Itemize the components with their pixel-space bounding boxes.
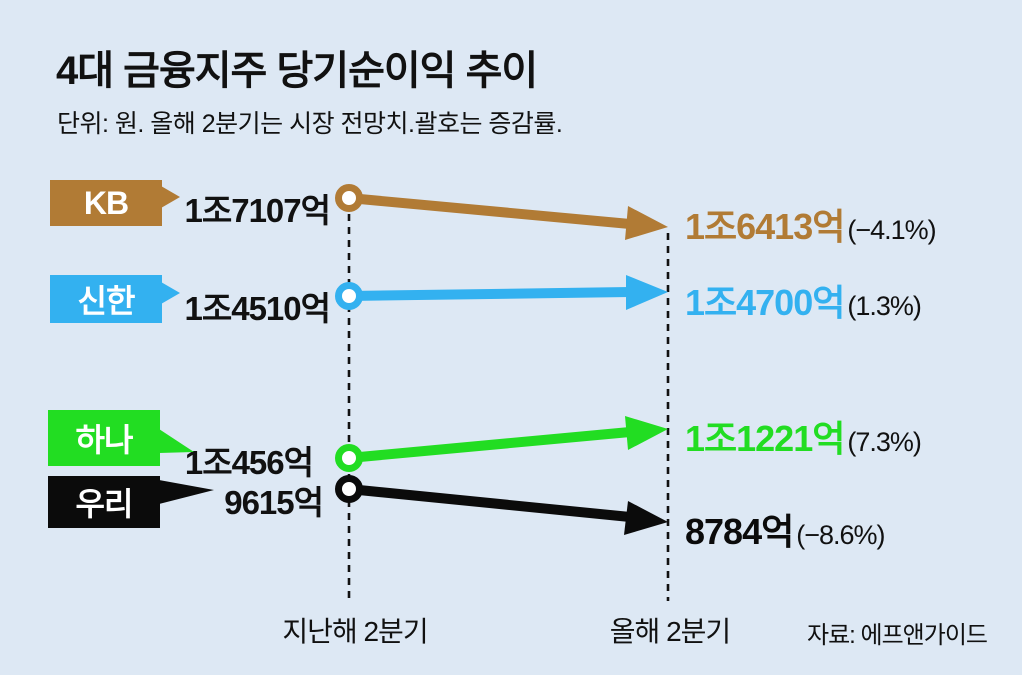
kb-prev-value: 1조7107억 bbox=[184, 192, 331, 229]
shinhan-chip-pointer bbox=[161, 282, 180, 304]
legend-chip-kb: KB bbox=[50, 180, 162, 226]
hana-change-pct: (7.3%) bbox=[847, 427, 922, 457]
source-credit: 자료: 에프앤가이드 bbox=[807, 622, 988, 649]
shinhan-start-marker bbox=[335, 282, 363, 310]
woori-result: 8784억 (−8.6%) bbox=[685, 503, 886, 555]
woori-prev-value: 9615억 bbox=[224, 484, 324, 521]
legend-chip-shinhan-label: 신한 bbox=[77, 283, 136, 319]
shinhan-change-pct: (1.3%) bbox=[847, 291, 922, 321]
kb-trend-arrow-head bbox=[625, 206, 668, 240]
kb-start-marker bbox=[335, 184, 363, 212]
hana-trend-arrow-shaft bbox=[348, 427, 631, 463]
axis-label-current-quarter: 올해 2분기 bbox=[609, 616, 731, 647]
legend-chip-shinhan: 신한 bbox=[50, 275, 162, 323]
legend-chip-kb-label: KB bbox=[83, 184, 129, 221]
legend-chip-woori: 우리 bbox=[48, 476, 160, 528]
hana-trend-arrow-head bbox=[625, 416, 668, 450]
woori-trend-arrow-head bbox=[624, 501, 668, 535]
hana-prev-value: 1조456억 bbox=[184, 444, 314, 481]
chart-subtitle: 단위: 원. 올해 2분기는 시장 전망치.괄호는 증감률. bbox=[57, 110, 563, 138]
legend-chip-hana-label: 하나 bbox=[75, 422, 134, 458]
kb-change-pct: (−4.1%) bbox=[847, 215, 936, 245]
woori-next-value: 8784억 bbox=[685, 511, 794, 552]
hana-start-marker bbox=[335, 444, 363, 472]
woori-start-marker bbox=[335, 475, 363, 503]
kb-next-value: 1조6413억 bbox=[685, 206, 845, 247]
kb-trend-arrow-shaft bbox=[348, 193, 631, 229]
shinhan-trend-arrow-head bbox=[626, 275, 668, 310]
legend-chip-hana: 하나 bbox=[48, 410, 160, 466]
shinhan-next-value: 1조4700억 bbox=[685, 282, 845, 323]
woori-change-pct: (−8.6%) bbox=[796, 520, 885, 550]
axis-label-prev-quarter: 지난해 2분기 bbox=[282, 616, 428, 647]
chart-title: 4대 금융지주 당기순이익 추이 bbox=[56, 49, 538, 93]
hana-next-value: 1조1221억 bbox=[685, 418, 845, 459]
shinhan-result: 1조4700억 (1.3%) bbox=[685, 274, 922, 326]
shinhan-trend-arrow-shaft bbox=[348, 287, 631, 301]
woori-trend-arrow-shaft bbox=[348, 484, 631, 522]
legend-chip-woori-label: 우리 bbox=[75, 486, 134, 522]
kb-chip-pointer bbox=[161, 186, 180, 208]
hana-result: 1조1221억 (7.3%) bbox=[685, 410, 922, 462]
shinhan-prev-value: 1조4510억 bbox=[184, 290, 331, 327]
kb-result: 1조6413억 (−4.1%) bbox=[685, 198, 937, 250]
